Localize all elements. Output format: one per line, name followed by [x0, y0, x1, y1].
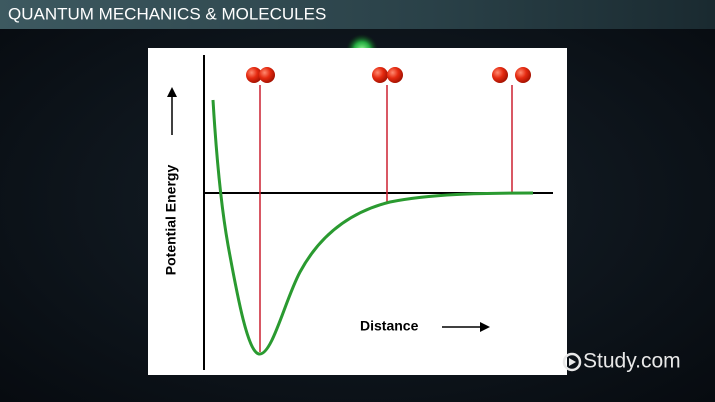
atom-pair	[492, 67, 531, 83]
atom	[372, 67, 388, 83]
atom	[515, 67, 531, 83]
atom-pair	[246, 67, 275, 83]
atom	[492, 67, 508, 83]
y-arrow-head	[167, 87, 177, 97]
atom	[387, 67, 403, 83]
x-axis-label: Distance	[360, 318, 419, 334]
watermark-logo-play	[569, 358, 576, 366]
y-axis-label: Potential Energy	[163, 165, 179, 276]
header-bar	[0, 0, 715, 29]
header-title: QUANTUM MECHANICS & MOLECULES	[8, 4, 326, 23]
diagram-panel	[148, 48, 567, 375]
watermark-logo	[562, 352, 582, 372]
x-arrow-head	[480, 322, 490, 332]
watermark: Study.com	[583, 350, 681, 373]
atom	[259, 67, 275, 83]
atom	[246, 67, 262, 83]
potential-curve	[211, 99, 534, 356]
atom-pair	[372, 67, 403, 83]
